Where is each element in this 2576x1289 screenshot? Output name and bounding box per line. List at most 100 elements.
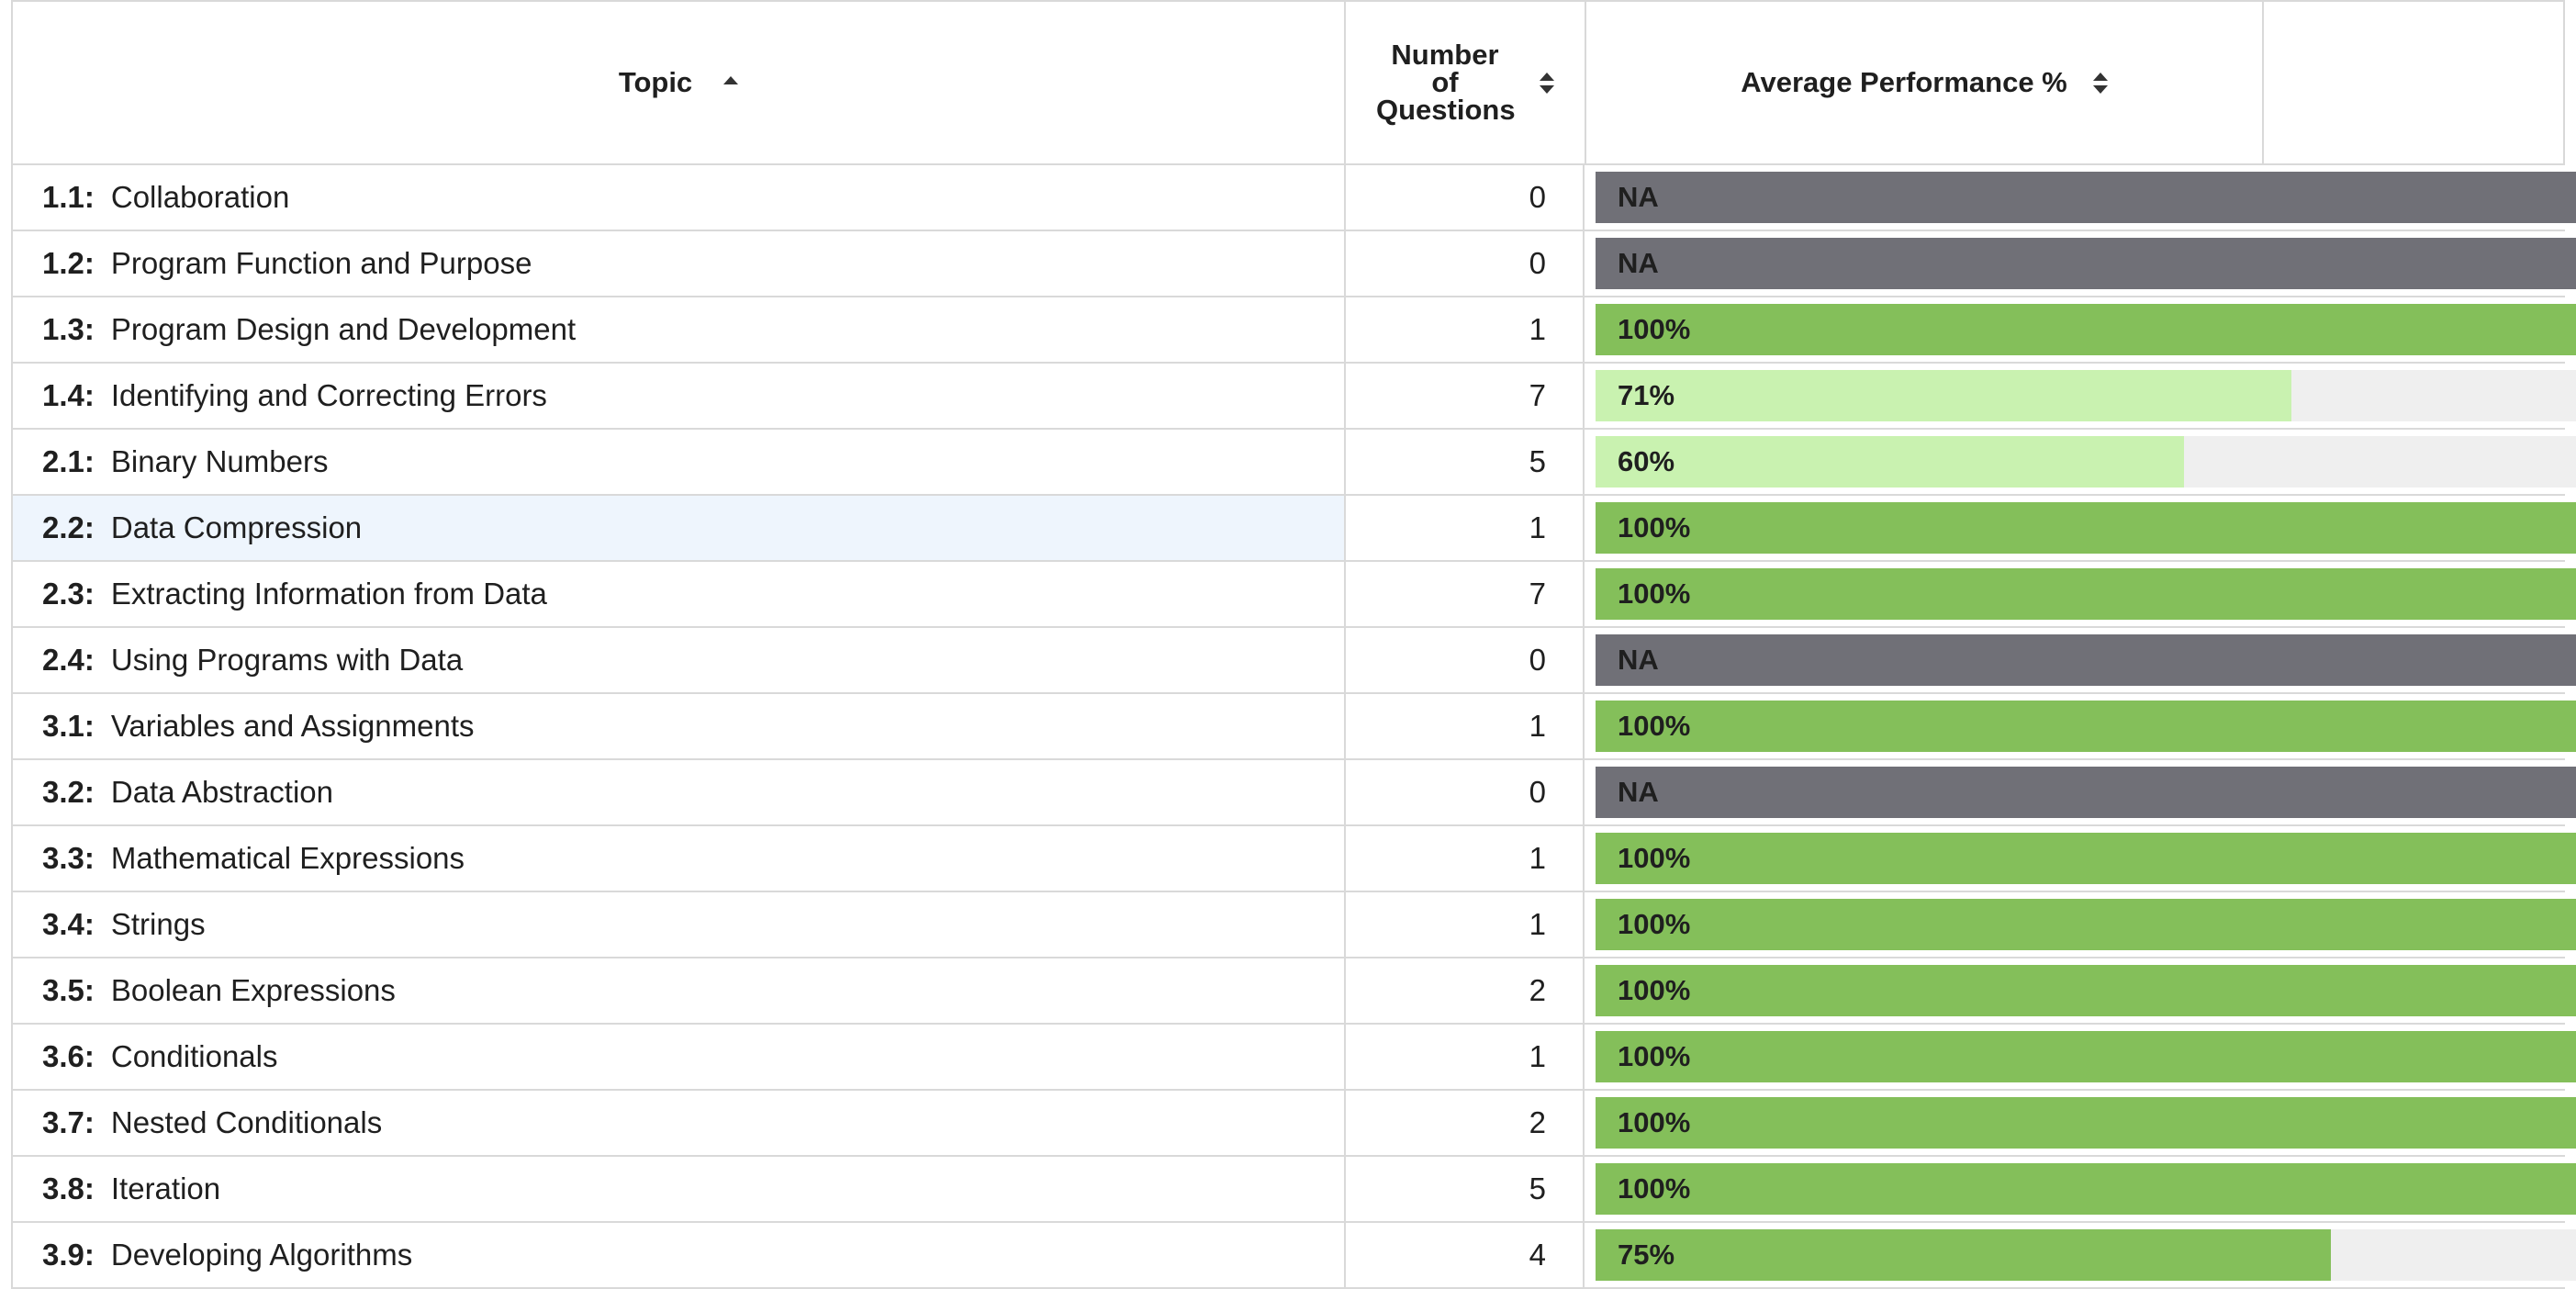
topic-cell[interactable]: 1.1: Collaboration <box>11 165 1344 230</box>
topic-cell[interactable]: 3.4: Strings <box>11 892 1344 957</box>
question-count: 0 <box>1344 165 1585 230</box>
table-row[interactable]: 3.5: Boolean Expressions 2 100% <box>11 958 2576 1025</box>
performance-bar-fill <box>1596 1229 2331 1281</box>
table-row[interactable]: 1.4: Identifying and Correcting Errors 7 71… <box>11 364 2576 430</box>
column-header-topic[interactable]: Topic <box>11 0 1344 165</box>
column-header-average-performance[interactable]: Average Performance % <box>1585 0 2262 165</box>
topic-name: Boolean Expressions <box>110 973 396 1007</box>
question-count: 0 <box>1344 231 1585 296</box>
topic-name: Strings <box>110 907 206 941</box>
table-row[interactable]: 3.3: Mathematical Expressions 1 100% <box>11 826 2576 892</box>
performance-label: 100% <box>1618 710 1691 742</box>
column-header-number-of-questions[interactable]: Number of Questions <box>1344 0 1585 165</box>
topic-code: 3.8: <box>42 1171 95 1205</box>
performance-label: NA <box>1618 776 1659 808</box>
topic-name: Conditionals <box>110 1039 278 1073</box>
performance-bar: NA <box>1596 238 2576 289</box>
topic-cell[interactable]: 2.2: Data Compression <box>11 496 1344 560</box>
table-row[interactable]: 3.1: Variables and Assignments 1 100% <box>11 694 2576 760</box>
performance-bar: 75% <box>1596 1229 2576 1281</box>
performance-bar-fill <box>1596 899 2576 950</box>
question-count: 5 <box>1344 430 1585 494</box>
table-row[interactable]: 3.7: Nested Conditionals 2 100% <box>11 1091 2576 1157</box>
topic-cell[interactable]: 1.4: Identifying and Correcting Errors <box>11 364 1344 428</box>
topic-code: 3.6: <box>42 1039 95 1073</box>
table-row[interactable]: 1.1: Collaboration 0 NA <box>11 165 2576 231</box>
performance-label: 100% <box>1618 908 1691 940</box>
performance-label: 71% <box>1618 379 1675 411</box>
topic-cell[interactable]: 3.9: Developing Algorithms <box>11 1223 1344 1287</box>
topic-cell[interactable]: 2.3: Extracting Information from Data <box>11 562 1344 626</box>
table-row[interactable]: 3.2: Data Abstraction 0 NA <box>11 760 2576 826</box>
sort-toggle-icon[interactable] <box>1540 72 1554 94</box>
topic-name: Identifying and Correcting Errors <box>110 378 547 412</box>
performance-label: 100% <box>1618 577 1691 610</box>
sort-ascending-icon[interactable] <box>723 75 739 84</box>
topic-cell[interactable]: 1.2: Program Function and Purpose <box>11 231 1344 296</box>
question-count: 1 <box>1344 892 1585 957</box>
performance-bar: 100% <box>1596 304 2576 355</box>
table-row[interactable]: 3.9: Developing Algorithms 4 75% <box>11 1223 2576 1289</box>
performance-bar: 100% <box>1596 833 2576 884</box>
question-count: 7 <box>1344 364 1585 428</box>
topic-code: 3.2: <box>42 775 95 809</box>
topic-name: Binary Numbers <box>110 444 329 478</box>
topic-name: Using Programs with Data <box>110 643 464 677</box>
question-count: 1 <box>1344 694 1585 758</box>
topic-name: Program Function and Purpose <box>110 246 532 280</box>
column-header-empty <box>2262 0 2565 165</box>
performance-bar-fill <box>1596 370 2292 421</box>
topic-cell[interactable]: 3.2: Data Abstraction <box>11 760 1344 824</box>
column-header-performance-label: Average Performance % <box>1741 66 2067 98</box>
question-count: 0 <box>1344 628 1585 692</box>
question-count: 1 <box>1344 1025 1585 1089</box>
topic-cell[interactable]: 3.8: Iteration <box>11 1157 1344 1221</box>
table-row[interactable]: 2.1: Binary Numbers 5 60% <box>11 430 2576 496</box>
header-line-number: Number <box>1391 39 1499 71</box>
performance-label: 100% <box>1618 1106 1691 1138</box>
question-count: 1 <box>1344 297 1585 362</box>
table-row[interactable]: 3.4: Strings 1 100% <box>11 892 2576 958</box>
performance-bar: 100% <box>1596 701 2576 752</box>
performance-bar-fill <box>1596 767 2576 818</box>
performance-label: 100% <box>1618 1040 1691 1072</box>
question-count: 2 <box>1344 1091 1585 1155</box>
performance-bar-fill <box>1596 568 2576 620</box>
topic-cell[interactable]: 3.1: Variables and Assignments <box>11 694 1344 758</box>
performance-bar: NA <box>1596 634 2576 686</box>
performance-bar-fill <box>1596 436 2184 488</box>
sort-toggle-icon[interactable] <box>2092 72 2108 94</box>
performance-bar: 100% <box>1596 1097 2576 1149</box>
table-row[interactable]: 1.3: Program Design and Development 1 100% <box>11 297 2576 364</box>
topic-cell[interactable]: 3.3: Mathematical Expressions <box>11 826 1344 891</box>
performance-bar: 71% <box>1596 370 2576 421</box>
performance-label: NA <box>1618 247 1659 279</box>
topic-code: 2.1: <box>42 444 95 478</box>
topic-code: 3.9: <box>42 1238 95 1272</box>
column-header-topic-label: Topic <box>618 66 693 98</box>
performance-label: 100% <box>1618 511 1691 544</box>
table-row[interactable]: 3.6: Conditionals 1 100% <box>11 1025 2576 1091</box>
topic-code: 1.2: <box>42 246 95 280</box>
performance-bar: NA <box>1596 172 2576 223</box>
topic-name: Collaboration <box>110 180 290 214</box>
table-row[interactable]: 2.3: Extracting Information from Data 7 100… <box>11 562 2576 628</box>
table-row[interactable]: 2.4: Using Programs with Data 0 NA <box>11 628 2576 694</box>
topic-cell[interactable]: 1.3: Program Design and Development <box>11 297 1344 362</box>
question-count: 4 <box>1344 1223 1585 1287</box>
table-row[interactable]: 3.8: Iteration 5 100% <box>11 1157 2576 1223</box>
performance-bar-fill <box>1596 965 2576 1016</box>
topic-cell[interactable]: 2.1: Binary Numbers <box>11 430 1344 494</box>
topic-cell[interactable]: 2.4: Using Programs with Data <box>11 628 1344 692</box>
performance-bar-fill <box>1596 1031 2576 1082</box>
topic-cell[interactable]: 3.5: Boolean Expressions <box>11 958 1344 1023</box>
table-row[interactable]: 1.2: Program Function and Purpose 0 NA <box>11 231 2576 297</box>
performance-bar: NA <box>1596 767 2576 818</box>
topic-code: 1.3: <box>42 312 95 346</box>
table-row[interactable]: 2.2: Data Compression 1 100% <box>11 496 2576 562</box>
topic-code: 3.3: <box>42 841 95 875</box>
topic-cell[interactable]: 3.6: Conditionals <box>11 1025 1344 1089</box>
performance-bar: 100% <box>1596 1163 2576 1215</box>
topic-cell[interactable]: 3.7: Nested Conditionals <box>11 1091 1344 1155</box>
performance-bar: 100% <box>1596 568 2576 620</box>
